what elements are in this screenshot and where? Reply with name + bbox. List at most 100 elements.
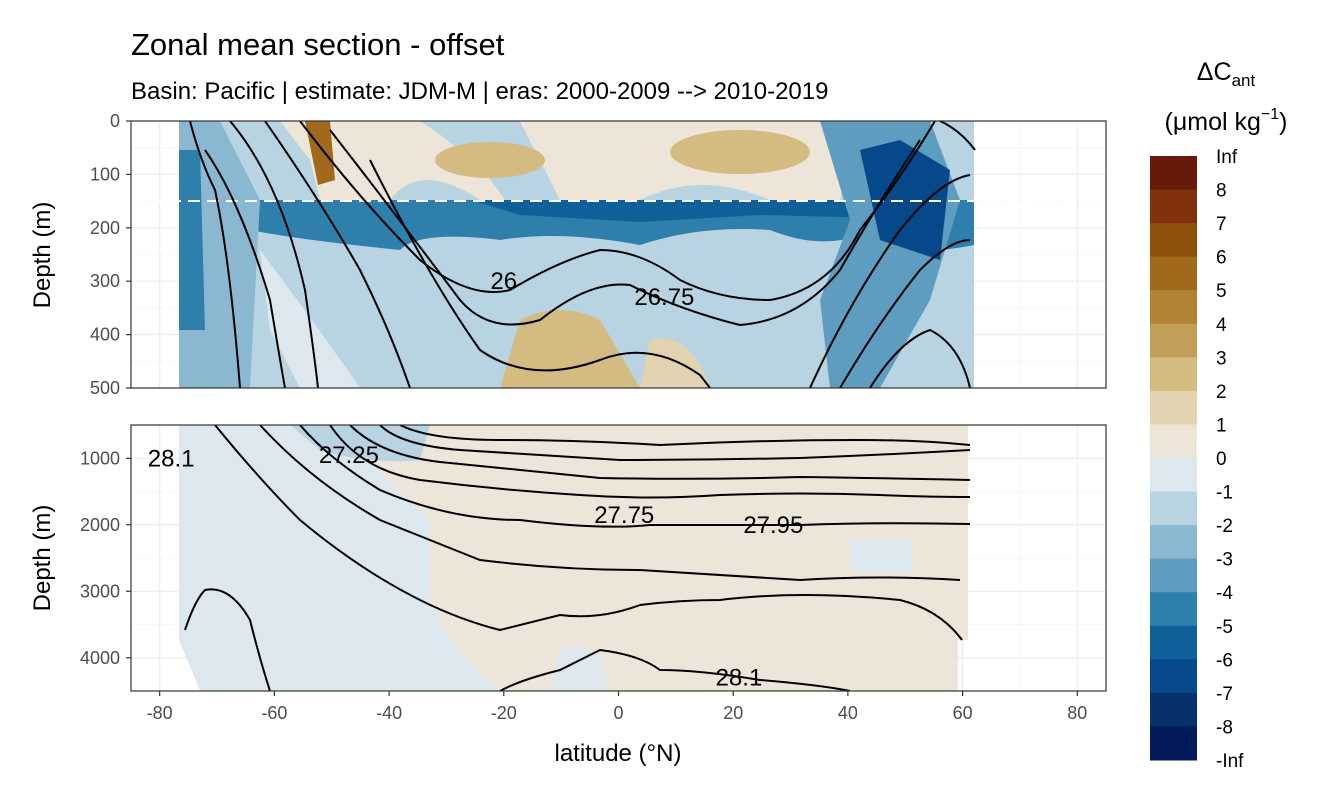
legend-label: 1: [1216, 415, 1227, 436]
legend-color-swatch: [1150, 256, 1197, 291]
upper-positive-deep: [500, 310, 640, 388]
y-tick-label: 0: [110, 111, 120, 131]
x-tick-label: 80: [1067, 703, 1087, 723]
y-tick-label: 100: [90, 164, 120, 184]
legend-color-swatch: [1150, 659, 1197, 694]
contour-label: 27.25: [319, 442, 379, 469]
contour-label: 27.95: [743, 512, 803, 539]
contour-label: 28.1: [716, 665, 763, 692]
contour-label: 26: [490, 268, 517, 295]
x-tick-label: 0: [613, 703, 623, 723]
y-tick-label: 1000: [80, 448, 120, 468]
upper-isopycnals: [189, 121, 976, 388]
lower-contour-labels: 28.1 27.25 27.75 27.95 28.1: [148, 442, 804, 692]
y-tick-label: 4000: [80, 648, 120, 668]
x-tick-label: 60: [953, 703, 973, 723]
y-tick-label: 400: [90, 325, 120, 345]
legend-label: 2: [1216, 382, 1227, 403]
upper-field: [131, 121, 1106, 388]
legend-label: 0: [1216, 449, 1227, 470]
contour-label: 28.1: [148, 445, 195, 472]
x-tick-label: -20: [491, 703, 517, 723]
y-axis-label-upper: Depth (m): [29, 202, 56, 309]
y-tick-label: 200: [90, 218, 120, 238]
legend-label: -7: [1216, 684, 1233, 705]
y-tick-label: 500: [90, 378, 120, 398]
lower-panel: 28.1 27.25 27.75 27.95 28.1: [130, 424, 1107, 692]
legend-label: 4: [1216, 315, 1227, 336]
legend-color-swatch: [1150, 189, 1197, 224]
legend-color-swatch: [1150, 424, 1197, 459]
legend-color-swatch: [1150, 592, 1197, 627]
upper-panel-border: [130, 120, 1107, 389]
y-axis-label-lower: Depth (m): [29, 505, 56, 612]
legend-label: -4: [1216, 583, 1233, 604]
legend-label: -8: [1216, 717, 1233, 738]
legend-color-swatch: [1150, 491, 1197, 526]
legend-unit: (μmol kg−1): [1165, 106, 1288, 136]
legend-unit-sup: −1: [1261, 106, 1279, 123]
upper-negative-south-core: [179, 150, 205, 330]
y-tick-label: 300: [90, 271, 120, 291]
lower-field: [179, 425, 971, 691]
legend-color-swatch: [1150, 558, 1197, 593]
x-tick-label: -40: [376, 703, 402, 723]
legend-color-swatch: [1150, 726, 1197, 761]
legend-label: 5: [1216, 281, 1227, 302]
legend-label: 8: [1216, 181, 1227, 202]
x-tick-label: -80: [147, 703, 173, 723]
x-axis-ticks: -80 -60 -40 -20 0 20 40 60 80: [147, 691, 1087, 723]
legend-label: 3: [1216, 348, 1227, 369]
legend-unit-suffix: ): [1279, 108, 1287, 136]
y-tick-label: 2000: [80, 515, 120, 535]
legend-color-swatch: [1150, 458, 1197, 493]
legend-label: Inf: [1216, 147, 1238, 168]
upper-y-axis-ticks: 0 100 200 300 400 500: [90, 111, 131, 398]
legend-color-swatch: [1150, 625, 1197, 660]
legend-label: -3: [1216, 550, 1233, 571]
x-tick-label: -60: [261, 703, 287, 723]
upper-panel: 26 26.75: [130, 120, 1107, 389]
legend-color-swatch: [1150, 525, 1197, 560]
legend-title-sub: ant: [1232, 71, 1256, 90]
legend: ΔCant (μmol kg−1) Inf 8 7 6 5 4 3 2 1 0 -1 -2 -3 -4 -5…: [1150, 58, 1287, 772]
legend-label: 6: [1216, 248, 1227, 269]
legend-label: 7: [1216, 214, 1227, 235]
contour-label: 26.75: [634, 284, 694, 311]
legend-color-swatch: [1150, 223, 1197, 258]
x-tick-label: 20: [723, 703, 743, 723]
upper-negative-core: [470, 200, 900, 222]
chart-title: Zonal mean section - offset: [131, 27, 505, 62]
legend-unit-prefix: (μmol kg: [1165, 108, 1261, 136]
legend-color-swatch: [1150, 692, 1197, 727]
legend-label: -5: [1216, 617, 1233, 638]
legend-title: ΔCant: [1197, 58, 1256, 90]
legend-label: -6: [1216, 650, 1233, 671]
legend-color-swatch: [1150, 156, 1197, 191]
legend-color-swatch: [1150, 290, 1197, 325]
contour-label: 27.75: [594, 502, 654, 529]
chart-subtitle: Basin: Pacific | estimate: JDM-M | eras:…: [131, 78, 828, 105]
upper-positive-blob: [435, 142, 545, 178]
legend-colorbar: [1150, 156, 1197, 761]
legend-title-main: ΔC: [1197, 58, 1232, 86]
upper-positive-blob-2: [670, 130, 810, 174]
legend-color-swatch: [1150, 357, 1197, 392]
legend-color-swatch: [1150, 390, 1197, 425]
upper-contour-labels: 26 26.75: [490, 268, 694, 311]
legend-color-swatch: [1150, 323, 1197, 358]
lower-y-axis-ticks: 1000 2000 3000 4000: [80, 448, 131, 668]
legend-label: -2: [1216, 516, 1233, 537]
upper-negative-north-core: [860, 140, 950, 260]
x-axis-label: latitude (°N): [555, 740, 682, 767]
y-tick-label: 3000: [80, 581, 120, 601]
legend-labels: Inf 8 7 6 5 4 3 2 1 0 -1 -2 -3 -4 -5 -6 -7 -8 -Inf: [1216, 147, 1244, 772]
lower-negative-zone: [179, 425, 500, 691]
legend-label: -Inf: [1216, 751, 1244, 772]
upper-positive-deep-2: [640, 338, 710, 388]
x-tick-label: 40: [838, 703, 858, 723]
lower-isopycnals: [184, 425, 971, 691]
legend-label: -1: [1216, 483, 1233, 504]
lower-negative-patch-2: [550, 646, 610, 691]
